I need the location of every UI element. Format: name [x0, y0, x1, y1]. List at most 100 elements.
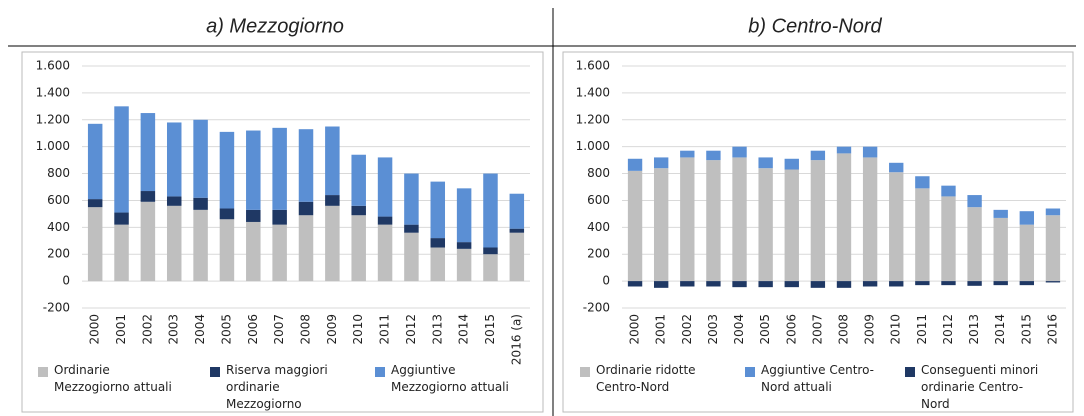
bar-segment — [680, 157, 695, 282]
x-tick-label: 2010 — [889, 314, 903, 345]
bar-segment — [1019, 281, 1035, 286]
x-tick-label: 2008 — [299, 314, 313, 345]
bar-segment — [758, 157, 773, 169]
bar-segment — [193, 197, 208, 210]
y-tick-label: 200 — [587, 247, 610, 261]
x-tick-label: 2015 — [483, 314, 497, 345]
x-tick-label: 2011 — [915, 314, 929, 345]
bar-segment — [862, 157, 878, 282]
x-tick-label: 2000 — [88, 314, 102, 345]
bar-segment — [810, 160, 826, 282]
bar-segment — [456, 248, 472, 282]
bar-segment — [732, 281, 747, 288]
bar-segment — [1045, 281, 1061, 283]
bar-segment — [509, 193, 525, 229]
bar-segment — [810, 281, 826, 288]
bar-segment — [140, 201, 156, 282]
chart-title: a) Mezzogiorno — [206, 15, 344, 37]
x-tick-label: 2015 — [1019, 314, 1033, 345]
bar-segment — [114, 224, 129, 282]
bar-segment — [758, 168, 773, 282]
y-tick-label: 1.000 — [36, 139, 70, 153]
y-tick-label: 600 — [47, 193, 70, 207]
x-tick-label: 2003 — [167, 314, 181, 345]
bar-segment — [404, 232, 419, 282]
bar-segment — [246, 130, 261, 210]
bar-segment — [732, 157, 747, 282]
legend-swatch — [580, 367, 590, 377]
bar-segment — [483, 247, 498, 255]
x-tick-label: 2016 (a) — [509, 314, 523, 365]
bar-segment — [298, 129, 314, 202]
bar-segment — [941, 281, 956, 286]
bar-segment — [680, 150, 695, 158]
x-tick-label: 2009 — [863, 314, 877, 345]
x-tick-label: 2000 — [628, 314, 642, 345]
bar-segment — [1019, 224, 1035, 282]
y-tick-label: 400 — [587, 220, 610, 234]
y-tick-label: -200 — [583, 301, 610, 315]
x-tick-label: 2013 — [967, 314, 981, 345]
bar-segment — [784, 169, 799, 282]
bar-segment — [404, 224, 419, 233]
x-tick-label: 2012 — [941, 314, 955, 345]
bar-segment — [166, 205, 182, 282]
bar-segment — [456, 188, 472, 243]
bar-segment — [967, 281, 982, 286]
bar-segment — [915, 281, 930, 286]
bar-segment — [87, 123, 103, 200]
y-tick-label: 400 — [47, 220, 70, 234]
bar-segment — [114, 212, 129, 225]
x-tick-label: 2009 — [325, 314, 339, 345]
y-tick-label: 800 — [47, 166, 70, 180]
bar-segment — [758, 281, 773, 288]
bar-segment — [325, 126, 340, 196]
x-tick-label: 2002 — [140, 314, 154, 345]
bar-segment — [87, 199, 103, 208]
bar-segment — [219, 208, 235, 220]
bar-segment — [351, 215, 366, 282]
bar-segment — [1019, 211, 1035, 225]
bar-segment — [87, 207, 103, 282]
x-tick-label: 2007 — [272, 314, 286, 345]
y-tick-label: 200 — [47, 247, 70, 261]
bar-segment — [706, 160, 721, 282]
legend-label: Ordinarie ridotte Centro-Nord — [596, 363, 696, 394]
bar-segment — [272, 209, 287, 225]
bar-segment — [653, 168, 669, 282]
bar-segment — [377, 216, 393, 225]
x-tick-label: 2014 — [993, 314, 1007, 345]
chart-title: b) Centro-Nord — [748, 15, 882, 37]
x-tick-label: 2001 — [114, 314, 128, 345]
legend-swatch — [375, 367, 385, 377]
bar-segment — [653, 157, 669, 169]
bar-segment — [377, 224, 393, 282]
legend-label: Ordinarie Mezzogiorno attuali — [54, 363, 172, 394]
bar-segment — [114, 106, 129, 213]
x-tick-label: 2013 — [430, 314, 444, 345]
x-tick-label: 2010 — [351, 314, 365, 345]
y-tick-label: 1.600 — [36, 59, 70, 73]
bar-segment — [351, 205, 366, 216]
bar-segment — [862, 281, 878, 287]
bar-segment — [166, 196, 182, 206]
bar-segment — [627, 170, 643, 282]
bar-segment — [193, 209, 208, 282]
x-tick-label: 2002 — [680, 314, 694, 345]
bar-segment — [325, 195, 340, 206]
bar-segment — [377, 157, 393, 217]
bar-segment — [810, 150, 826, 161]
bar-segment — [915, 176, 930, 189]
x-tick-label: 2012 — [404, 314, 418, 345]
legend-label: Aggiuntive Centro-Nord attuali — [761, 363, 874, 394]
bar-segment — [166, 122, 182, 197]
legend-label: Riserva maggiori ordinarie Mezzogiorno — [226, 363, 328, 411]
y-tick-label: 0 — [62, 274, 70, 288]
x-tick-label: 2001 — [654, 314, 668, 345]
bar-segment — [706, 150, 721, 161]
x-tick-label: 2005 — [758, 314, 772, 345]
bar-segment — [941, 185, 956, 197]
bar-segment — [889, 162, 904, 173]
bar-segment — [627, 281, 643, 287]
